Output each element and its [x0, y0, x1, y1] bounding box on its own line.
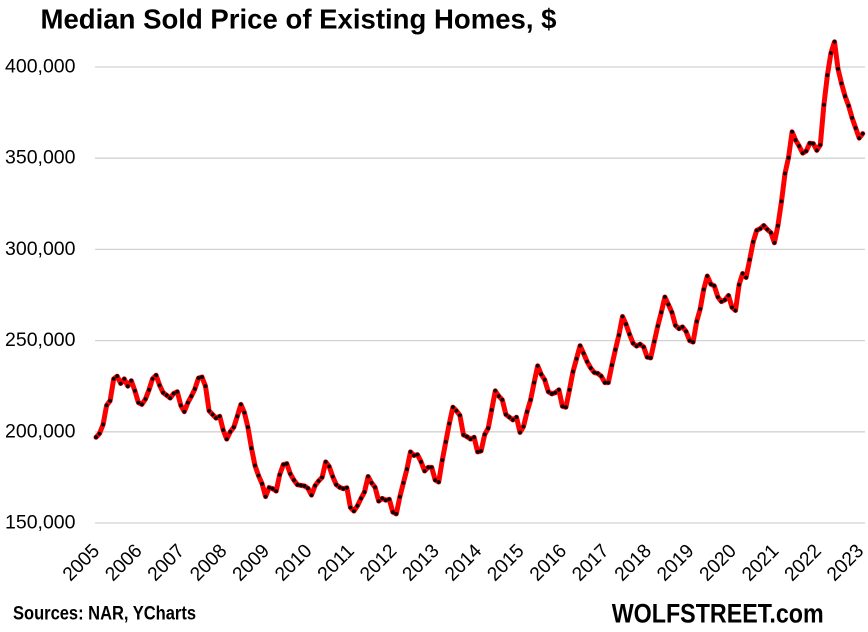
svg-text:WOLFSTREET.com: WOLFSTREET.com [612, 599, 824, 629]
svg-text:150,000: 150,000 [5, 512, 76, 534]
svg-text:250,000: 250,000 [5, 329, 76, 351]
svg-text:Sources: NAR, YCharts: Sources: NAR, YCharts [13, 604, 196, 625]
svg-text:400,000: 400,000 [5, 56, 76, 78]
svg-text:Median Sold Price of Existing: Median Sold Price of Existing Homes, $ [41, 3, 557, 34]
svg-text:300,000: 300,000 [5, 238, 76, 260]
svg-text:200,000: 200,000 [5, 420, 76, 442]
svg-text:350,000: 350,000 [5, 147, 76, 169]
